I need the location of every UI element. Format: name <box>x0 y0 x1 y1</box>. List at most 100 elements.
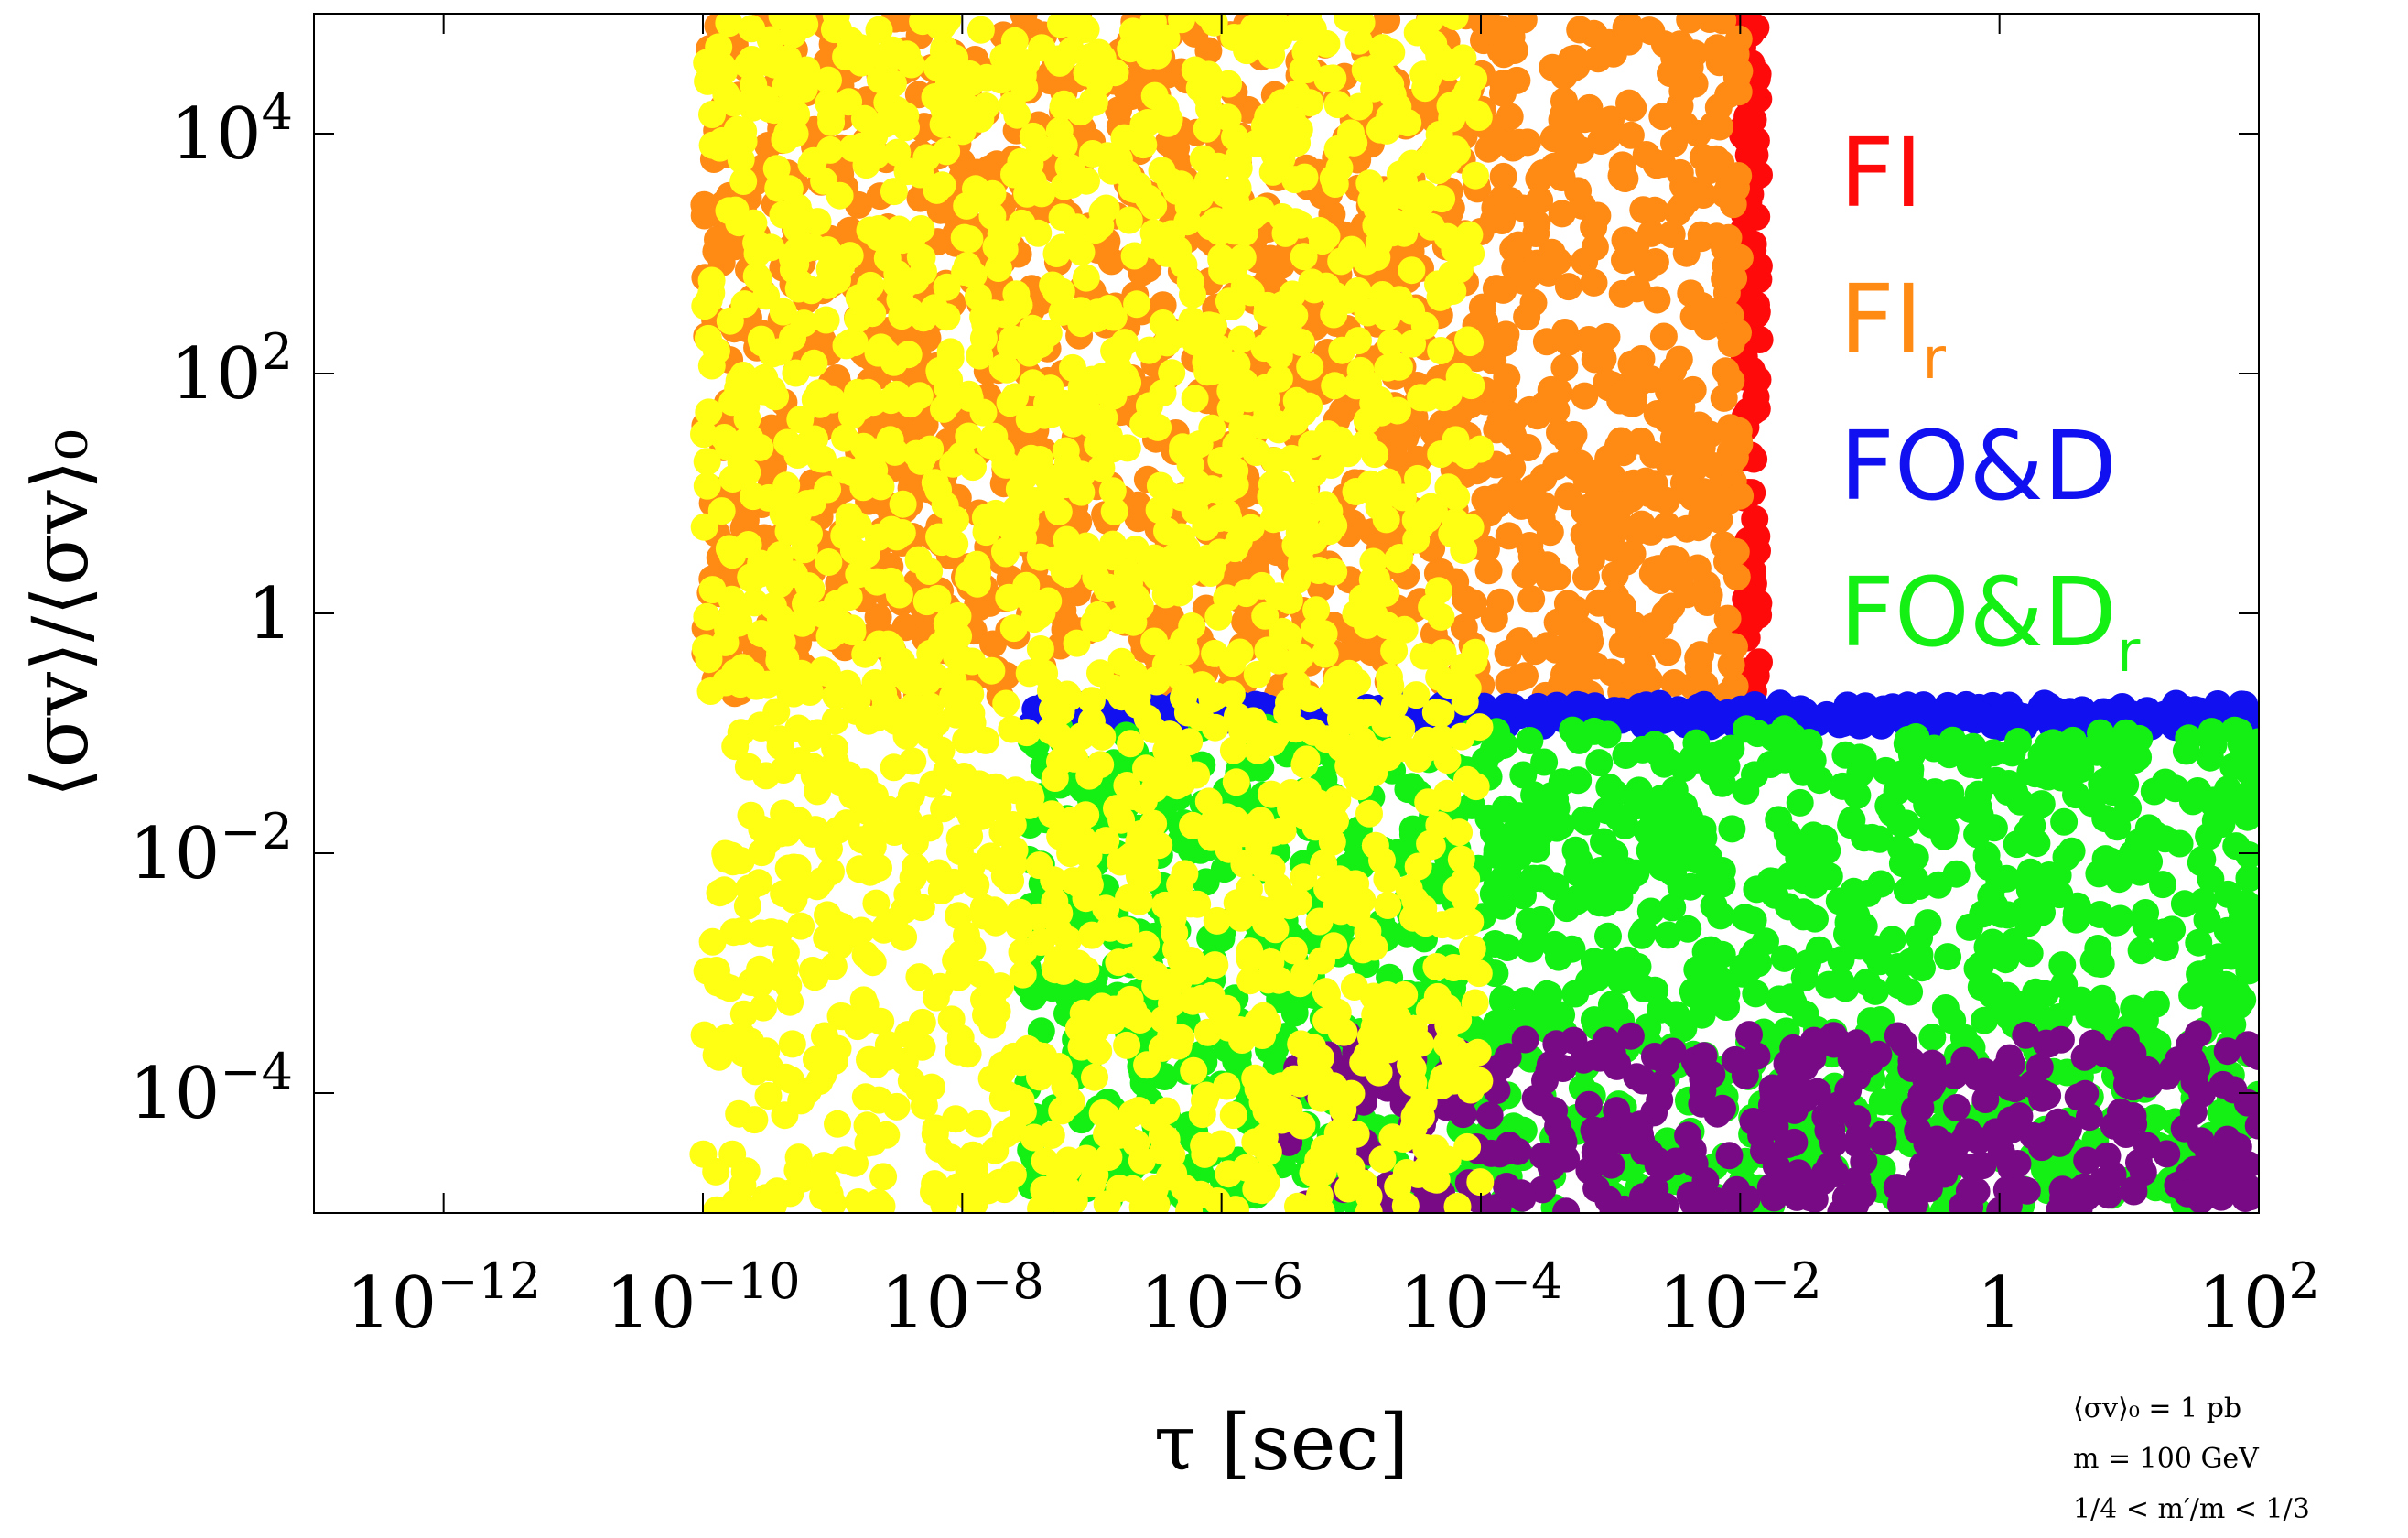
data-point <box>715 14 743 38</box>
data-point <box>1528 504 1556 533</box>
data-point <box>1594 1186 1623 1213</box>
data-point <box>1217 680 1246 709</box>
data-point <box>1427 337 1455 364</box>
data-point <box>1574 534 1603 562</box>
data-point <box>1603 1097 1631 1125</box>
data-point <box>797 724 826 752</box>
data-point <box>1918 1024 1947 1052</box>
data-point <box>1590 828 1617 856</box>
data-point <box>754 1082 783 1110</box>
data-point <box>1492 320 1520 349</box>
data-point <box>1585 749 1614 777</box>
data-point <box>1994 1002 2023 1031</box>
data-point <box>1742 980 1770 1008</box>
data-point <box>915 558 944 585</box>
data-point <box>1852 968 1881 996</box>
data-point <box>1854 1045 1883 1074</box>
data-point <box>1741 504 1769 533</box>
data-point <box>1530 748 1559 776</box>
data-point <box>2142 990 2170 1018</box>
data-point <box>1673 843 1701 872</box>
data-point <box>1236 945 1264 973</box>
data-point <box>1659 356 1688 384</box>
data-point <box>1574 1090 1603 1119</box>
data-point <box>1646 1086 1674 1114</box>
data-point <box>1684 119 1712 147</box>
data-point <box>1516 532 1544 559</box>
data-point <box>1528 1142 1557 1170</box>
data-point <box>1194 37 1223 65</box>
data-point <box>1721 1178 1749 1206</box>
data-point <box>1243 199 1271 227</box>
data-point <box>1587 127 1615 155</box>
data-point <box>690 201 718 230</box>
data-point <box>1794 949 1821 978</box>
data-point <box>1759 723 1787 752</box>
data-point <box>1377 329 1405 357</box>
data-point <box>1765 806 1793 834</box>
data-point <box>897 50 925 79</box>
data-point <box>1539 125 1568 153</box>
data-point <box>2091 845 2120 873</box>
data-point <box>1651 600 1679 628</box>
data-point <box>1608 151 1636 179</box>
data-point <box>1627 510 1656 538</box>
data-point <box>1899 1185 1927 1213</box>
data-point <box>2170 890 2198 918</box>
data-point <box>1744 536 1771 565</box>
data-point <box>1311 640 1339 668</box>
data-point <box>1643 400 1671 428</box>
data-point <box>1177 836 1205 864</box>
data-point <box>2065 1195 2093 1213</box>
data-point <box>1583 201 1612 230</box>
data-point <box>2235 864 2259 893</box>
data-point <box>2225 718 2253 746</box>
data-point <box>2112 1056 2140 1084</box>
data-point <box>1280 937 1308 965</box>
data-point <box>1733 125 1761 153</box>
data-point <box>1124 491 1152 519</box>
data-point <box>1920 734 1949 763</box>
data-point <box>2204 690 2232 718</box>
data-point <box>1679 302 1708 330</box>
data-point <box>1633 254 1661 282</box>
data-point <box>2205 943 2233 971</box>
data-point <box>1373 865 1401 894</box>
data-point <box>1355 169 1384 198</box>
data-point <box>1511 560 1539 589</box>
data-point <box>1581 1138 1609 1166</box>
data-point <box>1637 628 1666 655</box>
data-point <box>1025 851 1053 880</box>
data-point <box>764 919 793 948</box>
data-point <box>1647 995 1675 1024</box>
data-point <box>1963 820 1992 849</box>
data-point <box>1689 1066 1717 1094</box>
data-point <box>1640 470 1668 498</box>
data-point <box>2079 947 2108 975</box>
data-point <box>1495 522 1523 550</box>
data-point <box>1795 729 1823 756</box>
series-5 <box>689 14 1495 1213</box>
data-point <box>1707 902 1734 930</box>
data-point <box>1719 420 1747 449</box>
data-point <box>1616 121 1645 149</box>
data-point <box>2022 978 2050 1006</box>
data-point <box>2068 696 2096 724</box>
data-point <box>1496 187 1525 215</box>
data-point <box>1469 14 1497 36</box>
data-point <box>896 390 924 418</box>
data-point <box>1680 70 1709 98</box>
data-point <box>1624 952 1652 980</box>
data-point <box>1619 659 1647 688</box>
data-point <box>992 689 1020 718</box>
data-point <box>1588 1034 1616 1063</box>
data-point <box>1682 729 1711 757</box>
data-point <box>1684 514 1712 542</box>
data-point <box>1605 698 1634 726</box>
data-point <box>2021 760 2049 788</box>
data-point <box>1290 243 1318 271</box>
data-point <box>1283 566 1312 594</box>
data-point <box>1491 795 1519 823</box>
data-point <box>2153 1140 2181 1168</box>
data-point <box>1154 129 1182 157</box>
